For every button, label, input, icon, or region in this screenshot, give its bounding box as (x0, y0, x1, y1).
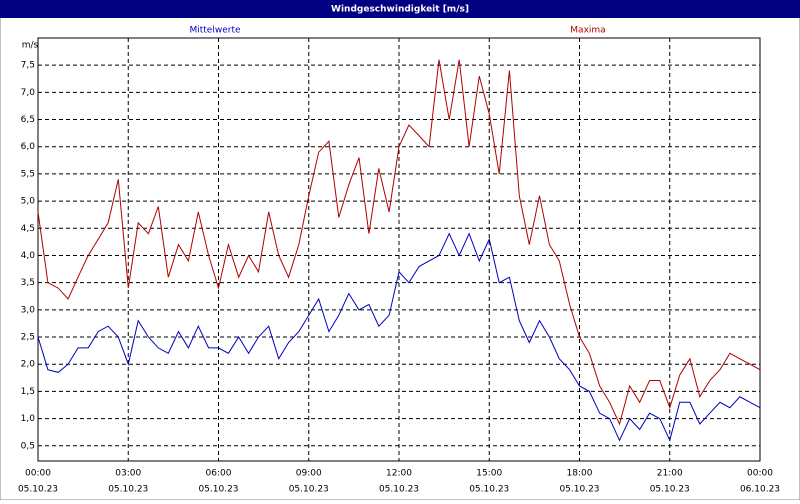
y-tick-label: 5,0 (21, 197, 36, 207)
series-line (37, 59, 761, 426)
x-tick-date: 05.10.23 (469, 485, 509, 495)
x-tick-date: 05.10.23 (559, 485, 599, 495)
x-tick-date: 05.10.23 (18, 485, 58, 495)
x-tick-label: 21:00 (657, 469, 683, 479)
x-tick-date: 06.10.23 (740, 485, 780, 495)
y-tick-label: 4,5 (21, 224, 35, 234)
y-tick-label: 0,5 (21, 441, 35, 451)
y-tick-label: 2,0 (21, 360, 36, 370)
x-tick-date: 05.10.23 (379, 485, 419, 495)
x-tick-date: 05.10.23 (289, 485, 329, 495)
x-tick-label: 03:00 (115, 469, 141, 479)
x-tick-date: 05.10.23 (198, 485, 238, 495)
y-tick-label: 3,5 (21, 278, 35, 288)
x-tick-label: 00:00 (25, 469, 51, 479)
y-tick-label: 4,0 (21, 251, 36, 261)
y-tick-label: 7,5 (21, 61, 35, 71)
y-tick-label: 2,5 (21, 333, 35, 343)
y-axis-label: m/s (22, 41, 39, 51)
title-bar (0, 0, 800, 18)
x-tick-date: 05.10.23 (108, 485, 148, 495)
y-tick-label: 6,5 (21, 115, 35, 125)
x-tick-label: 09:00 (296, 469, 322, 479)
y-tick-label: 1,5 (21, 387, 35, 397)
legend-label: Mittelwerte (189, 26, 240, 36)
x-tick-date: 05.10.23 (650, 485, 690, 495)
y-tick-label: 1,0 (21, 414, 36, 424)
y-tick-label: 5,5 (21, 169, 35, 179)
chart-title: Windgeschwindigkeit [m/s] (331, 5, 469, 15)
legend-label: Maxima (570, 26, 605, 36)
x-tick-label: 06:00 (206, 469, 232, 479)
y-tick-label: 7,0 (21, 88, 36, 98)
y-tick-label: 3,0 (21, 305, 36, 315)
series-line (37, 232, 761, 442)
x-tick-label: 18:00 (567, 469, 593, 479)
x-tick-label: 00:00 (747, 469, 773, 479)
x-tick-label: 12:00 (386, 469, 412, 479)
y-tick-label: 6,0 (21, 142, 36, 152)
x-tick-label: 15:00 (476, 469, 502, 479)
